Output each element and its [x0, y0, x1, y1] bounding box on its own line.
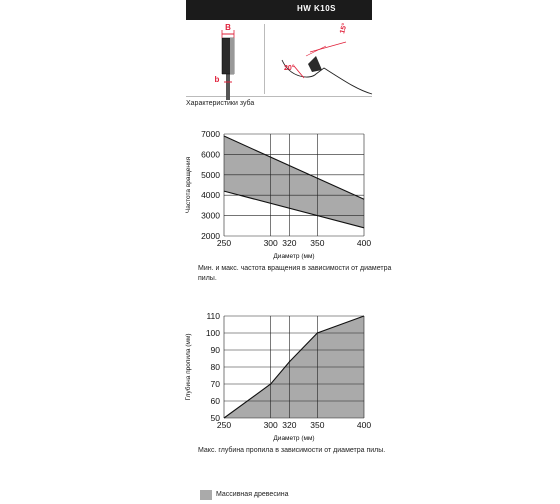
x-axis-label: Диаметр (мм) [273, 435, 314, 442]
y-tick-label: 110 [206, 311, 220, 321]
y-tick-label: 4000 [201, 190, 220, 200]
depth-chart: 50 60 70 80 90 100 110 250 300 320 350 400 Диаметр (… [184, 311, 371, 442]
x-tick-label: 300 [264, 238, 278, 248]
x-tick-label: 250 [217, 238, 231, 248]
y-tick-label: 90 [211, 345, 221, 355]
dim-B-label: B [225, 23, 231, 32]
x-tick-label: 350 [310, 420, 324, 430]
legend-label: Массивная древесина [216, 491, 289, 498]
y-tick-label: 7000 [201, 129, 220, 139]
teeth-drawing: B b 15° 20° [215, 22, 373, 100]
y-tick-label: 2000 [201, 231, 220, 241]
x-tick-label: 400 [357, 238, 371, 248]
x-tick-label: 400 [357, 420, 371, 430]
legend-swatch [200, 490, 212, 500]
y-tick-label: 3000 [201, 211, 220, 221]
angle-15-line [309, 41, 347, 53]
angle-15-label: 15° [338, 22, 349, 34]
x-tick-label: 250 [217, 420, 231, 430]
tooth-bevel [230, 38, 234, 74]
x-tick-label: 320 [282, 420, 296, 430]
tooth-carbide [308, 56, 322, 72]
rpm-caption: Мин. и макс. частота вращения в зависимо… [198, 265, 392, 282]
y-tick-label: 60 [211, 396, 221, 406]
header-bar: HW K10S [186, 0, 372, 20]
dim-b-label: b [215, 75, 220, 84]
y-tick-label: 70 [211, 379, 221, 389]
y-tick-label: 100 [206, 328, 220, 338]
y-tick-label: 80 [211, 362, 221, 372]
angle-20-label: 20° [284, 64, 295, 72]
y-axis-label: Частота вращения [185, 156, 192, 213]
series-line-0 [223, 135, 365, 200]
x-tick-label: 300 [264, 420, 278, 430]
rpm-chart: 2000 3000 4000 5000 6000 7000 250 300 320 350 400 Д… [185, 129, 371, 260]
teeth-caption: Характеристики зуба [186, 100, 255, 107]
x-tick-label: 350 [310, 238, 324, 248]
x-axis-label: Диаметр (мм) [273, 253, 314, 260]
y-tick-label: 50 [211, 413, 221, 423]
product-code: HW K10S [296, 4, 336, 13]
tooth-profile [281, 59, 373, 95]
y-tick-label: 5000 [201, 170, 220, 180]
chart-area [224, 136, 364, 228]
x-tick-label: 320 [282, 238, 296, 248]
series-line-1 [223, 190, 365, 229]
teeth-diagram [186, 20, 372, 97]
y-tick-label: 6000 [201, 149, 220, 159]
depth-caption: Макс. глубина пропила в зависимости от д… [198, 447, 386, 454]
y-axis-label: Глубина пропила (мм) [184, 333, 192, 400]
teeth-divider [264, 24, 265, 94]
